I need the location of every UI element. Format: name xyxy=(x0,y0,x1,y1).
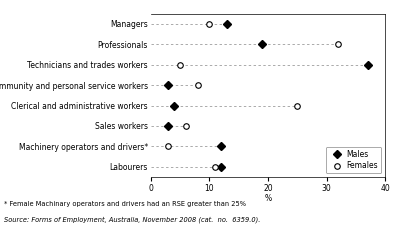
X-axis label: %: % xyxy=(264,194,272,203)
Text: * Female Machinary operators and drivers had an RSE greater than 25%: * Female Machinary operators and drivers… xyxy=(4,201,246,207)
Legend: Males, Females: Males, Females xyxy=(326,147,381,173)
Text: Source: Forms of Employment, Australia, November 2008 (cat.  no.  6359.0).: Source: Forms of Employment, Australia, … xyxy=(4,217,260,223)
